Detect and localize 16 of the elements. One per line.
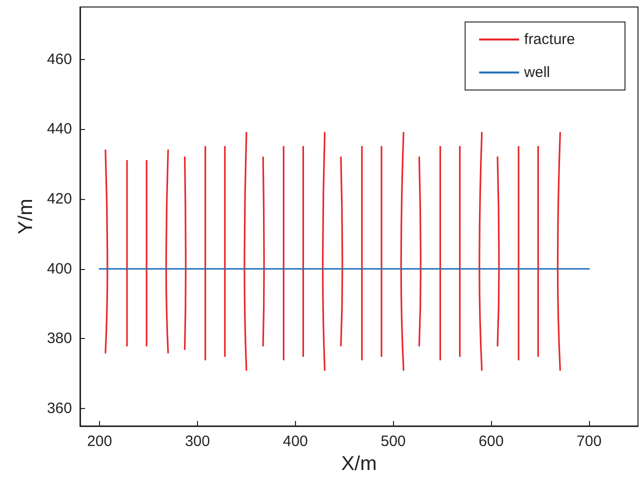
y-tick-label: 360 <box>46 400 72 418</box>
y-tick-label: 400 <box>46 260 72 278</box>
x-tick-label: 600 <box>478 433 504 450</box>
x-tick-label: 200 <box>87 433 112 450</box>
y-tick-label: 420 <box>46 190 72 208</box>
y-tick-label: 460 <box>46 50 72 68</box>
x-axis-title: X/m <box>341 452 377 475</box>
legend-label: well <box>523 64 550 81</box>
legend-label: fracture <box>524 31 576 48</box>
x-tick-label: 700 <box>576 433 602 450</box>
y-tick-label: 380 <box>46 330 72 348</box>
x-tick-label: 300 <box>184 433 210 450</box>
y-tick-label: 440 <box>46 120 72 138</box>
x-tick-label: 400 <box>282 433 308 450</box>
y-axis-title: Y/m <box>15 198 37 234</box>
x-tick-label: 500 <box>380 433 406 450</box>
